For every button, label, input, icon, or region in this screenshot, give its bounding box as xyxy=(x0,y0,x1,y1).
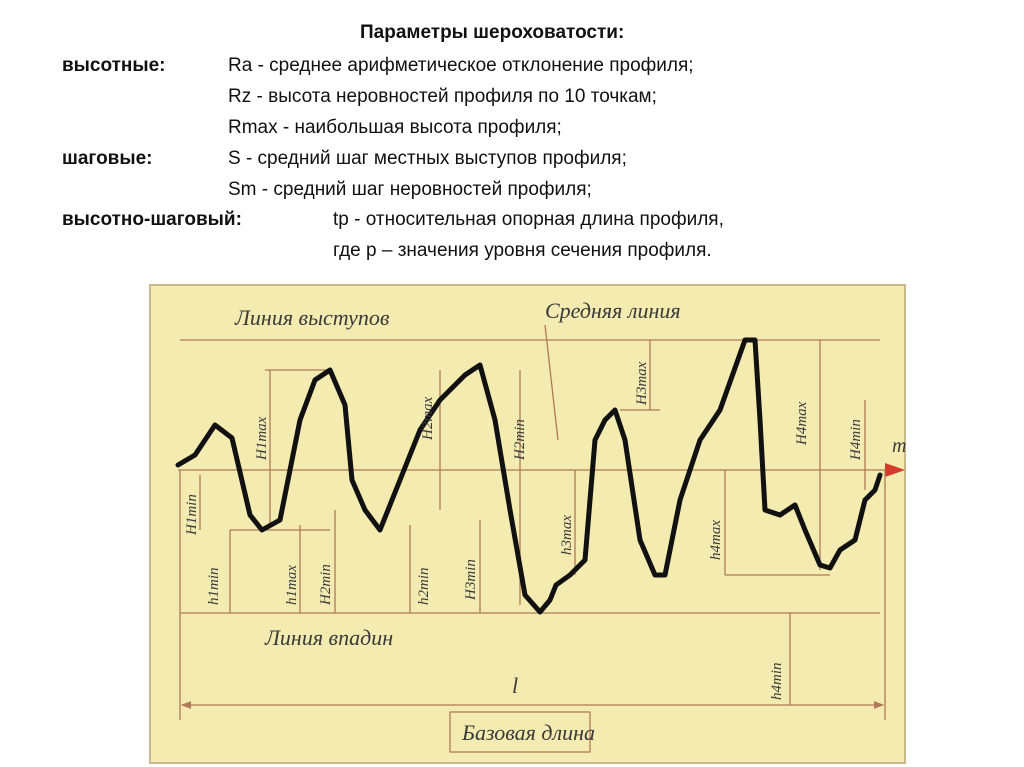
group-label: высотные: xyxy=(62,55,166,76)
label: Линия впадин xyxy=(264,625,393,650)
label-box xyxy=(449,711,591,753)
title: Параметры шероховатости: xyxy=(360,22,625,43)
dim-labels: H1max H1min h1min h1max H2max H2min h2mi… xyxy=(184,361,864,700)
leader xyxy=(544,324,559,441)
label: h2min xyxy=(416,568,432,606)
label: H3max xyxy=(634,361,650,406)
label: h1min xyxy=(206,568,222,606)
label: Линия выступов xyxy=(234,305,390,330)
label: H4min xyxy=(848,419,864,461)
group-label: шаговые: xyxy=(62,148,153,169)
label: h3max xyxy=(559,515,575,555)
label: H2min xyxy=(512,419,528,461)
param: Ra - среднее арифметическое отклонение п… xyxy=(228,55,694,76)
param: Rmax - наибольшая высота профиля; xyxy=(228,117,562,138)
diagram-bg xyxy=(149,284,906,764)
label: Средняя линия xyxy=(545,298,681,323)
label: H4max xyxy=(794,401,810,446)
label: h4max xyxy=(708,520,724,560)
label: m xyxy=(892,435,906,457)
profile xyxy=(175,337,883,615)
mean-arrow xyxy=(885,463,905,477)
param: tp - относительная опорная длина профиля… xyxy=(333,209,724,230)
label: H1max xyxy=(254,416,270,461)
label: Базовая длина xyxy=(461,720,595,745)
param: где p – значения уровня сечения профиля. xyxy=(333,240,712,261)
dimensions xyxy=(199,340,866,705)
label: l xyxy=(512,673,518,698)
group-label: высотно-шаговый: xyxy=(62,209,242,230)
label: H2max xyxy=(420,396,436,441)
param: Rz - высота неровностей профиля по 10 то… xyxy=(228,86,657,107)
label: H3min xyxy=(463,559,479,601)
label: h1max xyxy=(284,565,300,605)
param: Sm - средний шаг неровностей профиля; xyxy=(228,179,592,200)
param: S - средний шаг местных выступов профиля… xyxy=(228,148,627,169)
label: H2min xyxy=(318,564,334,606)
label: H1min xyxy=(184,494,200,536)
label: h4min xyxy=(769,663,785,701)
